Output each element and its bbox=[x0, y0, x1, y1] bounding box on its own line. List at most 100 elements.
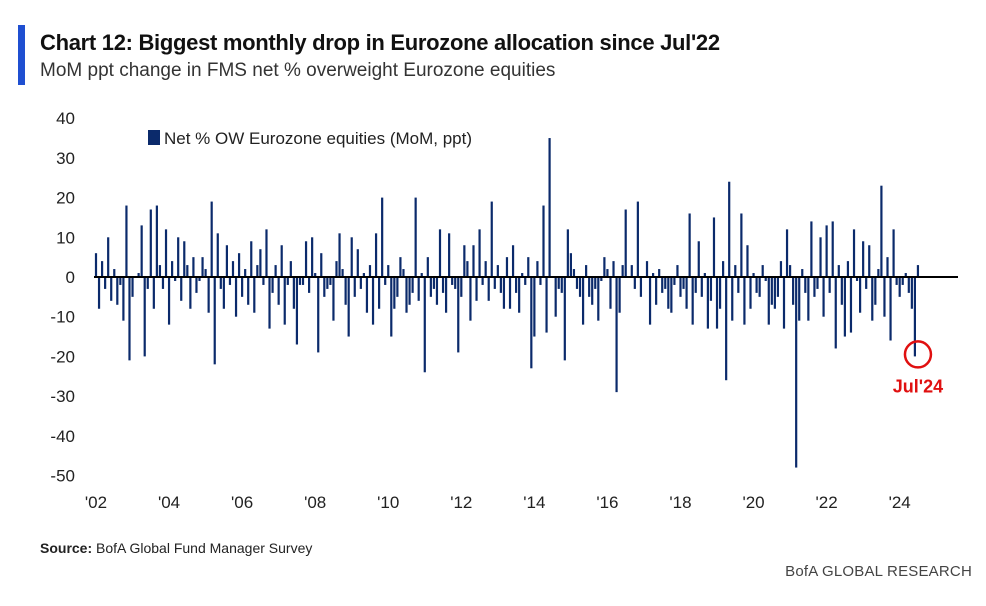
bar bbox=[207, 277, 210, 313]
bar bbox=[508, 277, 512, 309]
jul24-annotation-label: Jul'24 bbox=[893, 376, 943, 396]
bar bbox=[113, 269, 116, 277]
x-tick-label: '12 bbox=[450, 493, 472, 512]
bar bbox=[146, 277, 149, 289]
bar bbox=[408, 277, 411, 305]
source-note: Source: BofA Global Fund Manager Survey bbox=[40, 540, 312, 556]
bar bbox=[283, 277, 286, 325]
bar bbox=[871, 277, 874, 321]
bar bbox=[234, 277, 238, 317]
bar bbox=[122, 277, 125, 321]
bar bbox=[776, 277, 780, 297]
bar bbox=[883, 277, 886, 317]
bar bbox=[143, 277, 146, 357]
bar bbox=[746, 245, 749, 277]
bar bbox=[262, 277, 265, 285]
bar bbox=[219, 277, 222, 289]
bar bbox=[274, 265, 277, 277]
bar bbox=[359, 277, 362, 289]
bar bbox=[782, 277, 786, 329]
bar bbox=[664, 277, 667, 289]
bar bbox=[180, 277, 183, 301]
bar bbox=[435, 277, 439, 305]
bar bbox=[463, 245, 466, 277]
bar bbox=[125, 205, 128, 277]
bar bbox=[667, 277, 670, 309]
bar bbox=[329, 277, 332, 285]
bar bbox=[94, 253, 98, 277]
chart-subtitle: MoM ppt change in FMS net % overweight E… bbox=[40, 60, 556, 81]
bar bbox=[676, 265, 679, 277]
bar bbox=[438, 229, 442, 277]
bar bbox=[898, 277, 901, 297]
bar bbox=[752, 273, 755, 277]
bar bbox=[213, 277, 216, 365]
bar bbox=[886, 257, 889, 277]
bar bbox=[475, 277, 478, 301]
bar bbox=[341, 269, 344, 277]
bar bbox=[241, 277, 244, 297]
bar bbox=[560, 277, 563, 293]
bar bbox=[353, 277, 356, 297]
bar bbox=[728, 181, 731, 277]
source-label: Source: bbox=[40, 540, 93, 556]
jul24-highlight-circle bbox=[903, 340, 933, 369]
bar bbox=[792, 277, 795, 305]
y-tick-label: 30 bbox=[56, 149, 75, 168]
bar bbox=[429, 277, 432, 297]
bar bbox=[880, 185, 883, 277]
bar bbox=[801, 269, 804, 277]
bar bbox=[639, 277, 643, 297]
bar bbox=[457, 277, 460, 353]
bar bbox=[901, 277, 904, 285]
bar bbox=[466, 261, 469, 277]
bar bbox=[444, 277, 448, 313]
bar bbox=[734, 265, 737, 277]
bar bbox=[222, 277, 225, 309]
legend-swatch bbox=[148, 130, 160, 145]
bar bbox=[575, 277, 579, 289]
bar bbox=[371, 277, 375, 325]
y-tick-label: -10 bbox=[50, 308, 75, 327]
bar bbox=[441, 277, 445, 293]
bar bbox=[591, 277, 594, 305]
bar bbox=[152, 277, 155, 309]
bar bbox=[718, 277, 722, 309]
bar bbox=[231, 261, 235, 277]
bar bbox=[840, 277, 843, 305]
bar bbox=[432, 277, 436, 289]
bar bbox=[630, 265, 633, 277]
bar bbox=[100, 261, 104, 277]
bar bbox=[374, 233, 378, 277]
x-tick-label: '24 bbox=[889, 493, 911, 512]
bar bbox=[758, 277, 761, 297]
bar bbox=[725, 277, 728, 381]
bar bbox=[280, 245, 283, 277]
bar bbox=[365, 277, 369, 313]
bar bbox=[423, 277, 426, 373]
bar bbox=[326, 277, 329, 289]
bar bbox=[393, 277, 396, 309]
bar bbox=[521, 273, 524, 277]
bar bbox=[785, 229, 789, 277]
bar bbox=[764, 277, 767, 281]
bar bbox=[487, 277, 490, 301]
bar bbox=[767, 277, 770, 325]
bar bbox=[368, 265, 372, 277]
bar bbox=[289, 261, 292, 277]
bar bbox=[381, 197, 384, 277]
bar bbox=[715, 277, 719, 329]
bar bbox=[618, 277, 621, 313]
bar bbox=[186, 265, 189, 277]
bar bbox=[478, 229, 481, 277]
bar bbox=[228, 277, 232, 285]
bar bbox=[865, 277, 868, 289]
bar bbox=[362, 273, 365, 277]
bar bbox=[807, 277, 810, 321]
bar bbox=[557, 277, 560, 289]
x-tick-label: '20 bbox=[742, 493, 764, 512]
bar bbox=[624, 209, 627, 277]
bar bbox=[484, 261, 487, 277]
bar bbox=[332, 277, 335, 321]
bar bbox=[691, 277, 694, 325]
